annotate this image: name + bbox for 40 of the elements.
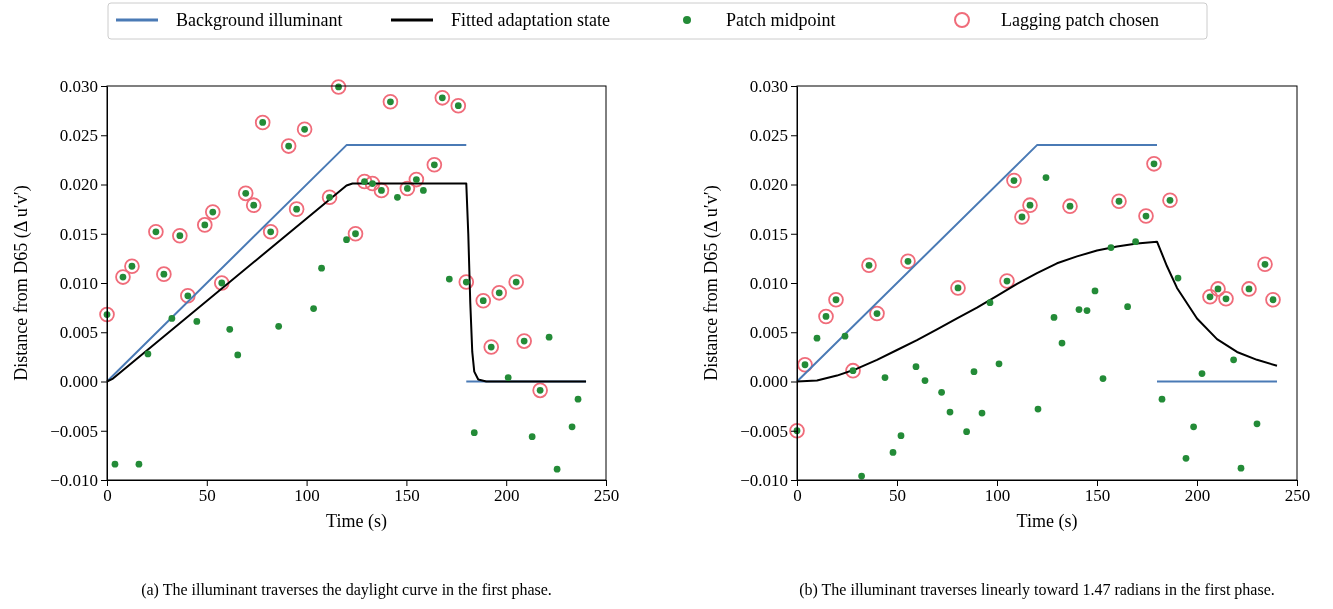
x-tick-label: 100 bbox=[984, 486, 1011, 506]
y-tick-label: 0.010 bbox=[59, 273, 98, 293]
x-tick-label: 250 bbox=[593, 486, 620, 506]
y-tick-label: 0.000 bbox=[749, 372, 788, 392]
legend-label: Patch midpoint bbox=[726, 10, 836, 30]
y-tick-label: 0.020 bbox=[749, 175, 788, 195]
legend-label: Fitted adaptation state bbox=[451, 10, 610, 30]
text: (a) The illuminant traverses the daylight curve in the first phase. bbox=[141, 581, 552, 599]
x-tick-label: 50 bbox=[198, 486, 216, 506]
x-tick-label: 150 bbox=[1084, 486, 1111, 506]
y-tick-label: 0.015 bbox=[59, 224, 98, 244]
x-tick-label: 150 bbox=[394, 486, 420, 506]
y-tick-label: 0.000 bbox=[59, 372, 98, 392]
x-tick-label: 100 bbox=[294, 486, 320, 506]
y-tick-label: −0.005 bbox=[740, 421, 788, 441]
legend-label: Background illuminant bbox=[176, 10, 343, 30]
y-axis-title: Distance from D65 (Δ u′v′) bbox=[11, 185, 32, 381]
y-tick-label: 0.010 bbox=[749, 273, 788, 293]
x-tick-label: 200 bbox=[493, 486, 520, 506]
y-tick-label: 0.030 bbox=[59, 76, 98, 96]
y-tick-label: −0.005 bbox=[50, 421, 98, 441]
y-tick-label: −0.010 bbox=[50, 470, 98, 490]
x-axis-title: Time (s) bbox=[326, 511, 387, 532]
y-tick-label: 0.015 bbox=[749, 224, 788, 244]
x-tick-label: 0 bbox=[103, 486, 112, 506]
x-tick-label: 200 bbox=[1184, 486, 1211, 506]
y-tick-label: 0.025 bbox=[59, 126, 98, 146]
text: (b) The illuminant traverses linearly toward 1.47 radians in the first phase. bbox=[799, 581, 1275, 599]
y-axis-title: Distance from D65 (Δ u′v′) bbox=[701, 185, 722, 381]
y-tick-label: 0.005 bbox=[749, 323, 788, 343]
y-tick-label: −0.010 bbox=[740, 470, 788, 490]
x-tick-label: 50 bbox=[889, 486, 906, 506]
y-tick-label: 0.020 bbox=[59, 175, 98, 195]
legend-label: Lagging patch chosen bbox=[1001, 10, 1159, 30]
x-tick-label: 0 bbox=[793, 486, 802, 506]
y-tick-label: 0.005 bbox=[59, 323, 98, 343]
y-tick-label: 0.025 bbox=[749, 126, 788, 146]
y-tick-label: 0.030 bbox=[749, 76, 788, 96]
x-tick-label: 250 bbox=[1284, 486, 1311, 506]
x-axis-title: Time (s) bbox=[1016, 511, 1078, 532]
